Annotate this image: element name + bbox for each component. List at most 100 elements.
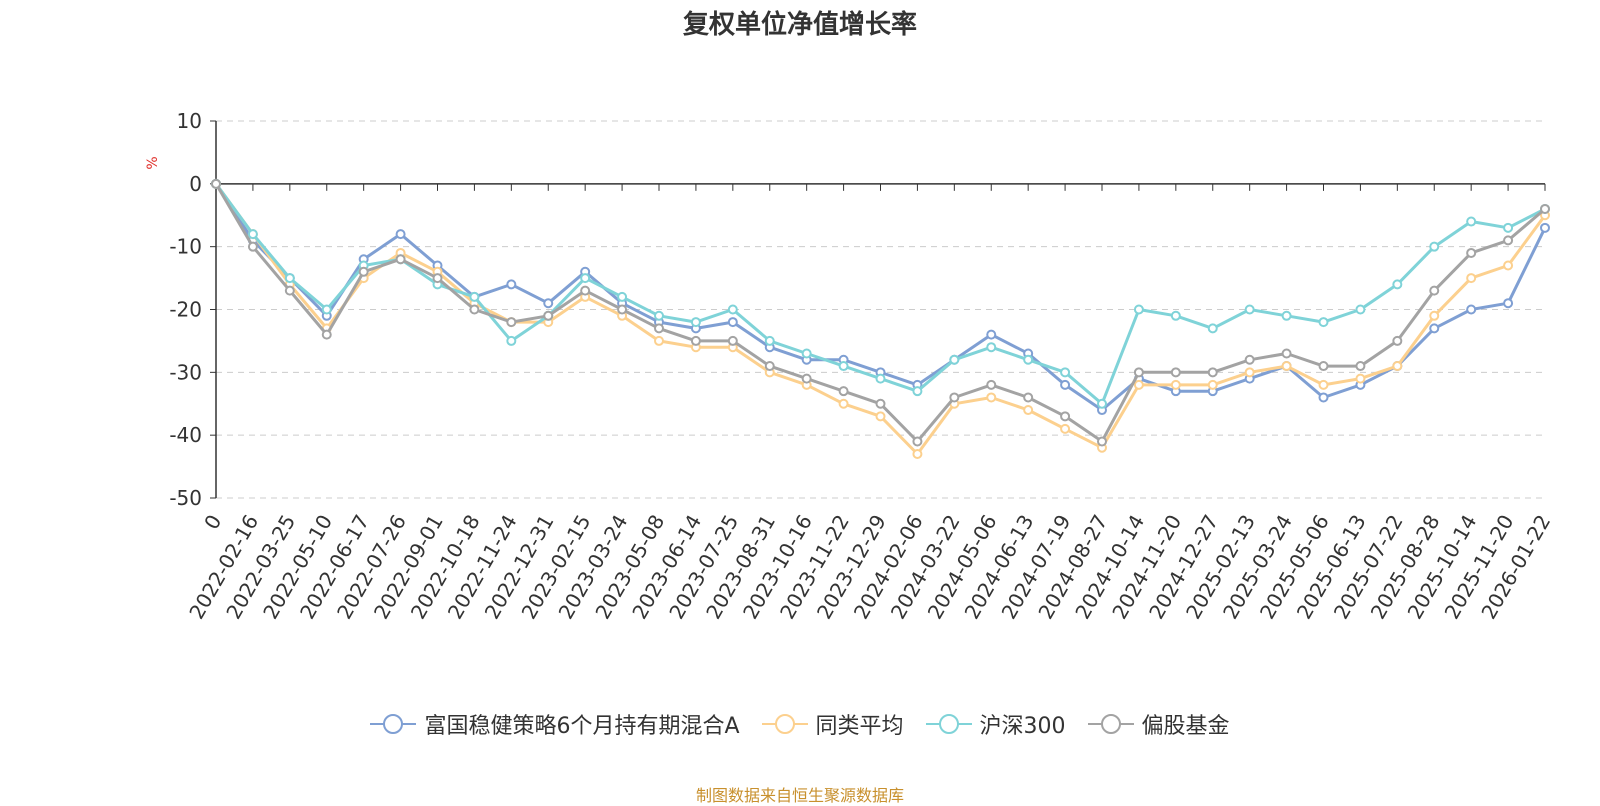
data-point-3 [1466, 247, 1477, 258]
data-point-3 [1429, 285, 1440, 296]
data-point-0 [1429, 323, 1440, 334]
y-tick-label: -30 [169, 360, 202, 384]
data-point-3 [211, 178, 221, 189]
data-point-2 [247, 229, 258, 240]
x-tick-label: 0 [199, 511, 226, 534]
data-point-3 [1023, 392, 1034, 403]
data-point-0 [506, 279, 517, 290]
data-point-2 [727, 304, 738, 315]
data-point-2 [1097, 398, 1107, 409]
legend: 富国稳健策略6个月持有期混合A 同类平均 沪深300 偏股基金 [0, 708, 1600, 740]
data-point-3 [1281, 348, 1292, 359]
data-point-3 [432, 273, 443, 284]
legend-peer-average-icon [761, 714, 808, 734]
data-point-3 [801, 373, 812, 384]
data-point-2 [1060, 367, 1071, 378]
y-tick-label: 0 [189, 172, 202, 196]
data-point-2 [949, 354, 960, 365]
data-point-3 [1207, 367, 1218, 378]
data-point-2 [617, 291, 628, 302]
data-point-1 [1207, 379, 1218, 390]
y-tick-label: -50 [169, 486, 202, 510]
data-point-0 [1503, 298, 1514, 309]
data-point-3 [1244, 354, 1255, 365]
data-point-3 [321, 329, 332, 340]
data-point-3 [1133, 367, 1144, 378]
data-point-2 [469, 291, 480, 302]
legend-item-csi300[interactable]: 沪深300 [925, 708, 1066, 740]
data-point-2 [1392, 279, 1403, 290]
legend-item-peer-average[interactable]: 同类平均 [761, 708, 904, 740]
data-point-2 [1318, 317, 1329, 328]
legend-label-fund: 富国稳健策略6个月持有期混合A [424, 714, 740, 739]
data-point-3 [395, 254, 406, 265]
data-point-1 [1355, 373, 1366, 384]
data-point-3 [358, 266, 369, 277]
y-tick-label: -20 [169, 298, 202, 322]
data-point-2 [1133, 304, 1144, 315]
data-point-2 [838, 361, 849, 372]
line-chart: 100-10-20-30-40-50%02022-02-162022-03-25… [145, 109, 1555, 623]
data-point-3 [1392, 335, 1403, 346]
y-tick-label: 10 [177, 109, 202, 133]
data-point-2 [1023, 354, 1034, 365]
data-point-2 [321, 304, 332, 315]
data-point-1 [1133, 379, 1144, 390]
data-point-1 [1503, 260, 1514, 271]
data-point-3 [617, 304, 628, 315]
data-point-3 [912, 436, 923, 447]
data-point-2 [580, 273, 591, 284]
data-point-1 [1392, 361, 1403, 372]
data-point-0 [1540, 222, 1550, 233]
data-point-2 [986, 342, 997, 353]
data-point-2 [284, 273, 295, 284]
data-point-3 [1318, 361, 1329, 372]
data-point-1 [838, 398, 849, 409]
data-point-3 [1355, 361, 1366, 372]
legend-fund-icon [370, 714, 417, 734]
data-point-1 [1170, 379, 1181, 390]
data-point-2 [690, 317, 701, 328]
legend-label-equity-fund: 偏股基金 [1141, 714, 1230, 739]
data-point-0 [986, 329, 997, 340]
legend-item-fund[interactable]: 富国稳健策略6个月持有期混合A [370, 708, 740, 740]
data-point-2 [1244, 304, 1255, 315]
data-point-3 [875, 398, 886, 409]
data-point-2 [1503, 222, 1514, 233]
data-point-3 [838, 386, 849, 397]
legend-item-equity-fund[interactable]: 偏股基金 [1087, 708, 1230, 740]
data-point-2 [764, 335, 775, 346]
y-tick-label: -10 [169, 235, 202, 259]
data-point-1 [912, 449, 923, 460]
legend-equity-fund-icon [1087, 714, 1134, 734]
data-point-3 [284, 285, 295, 296]
data-point-2 [1429, 241, 1440, 252]
legend-csi300-icon [925, 714, 972, 734]
data-point-3 [764, 361, 775, 372]
data-point-1 [654, 335, 664, 346]
y-tick-label: -40 [169, 423, 202, 447]
data-point-2 [1466, 216, 1477, 227]
data-point-3 [727, 335, 738, 346]
data-point-3 [949, 392, 960, 403]
data-point-3 [543, 310, 554, 321]
data-point-3 [986, 379, 997, 390]
data-point-3 [690, 335, 701, 346]
data-point-2 [1170, 310, 1181, 321]
data-point-2 [801, 348, 812, 359]
data-point-3 [506, 317, 517, 328]
data-point-2 [506, 335, 517, 346]
data-source-note: 制图数据来自恒生聚源数据库 [695, 786, 904, 805]
data-point-1 [986, 392, 997, 403]
data-point-3 [1540, 203, 1550, 214]
data-point-0 [395, 229, 406, 240]
data-point-3 [1170, 367, 1181, 378]
data-point-3 [1503, 235, 1514, 246]
data-point-2 [1207, 323, 1218, 334]
data-point-3 [1097, 436, 1107, 447]
chart-title: 复权单位净值增长率 [682, 10, 917, 40]
data-point-0 [543, 298, 554, 309]
data-point-1 [1060, 423, 1071, 434]
legend-label-peer-average: 同类平均 [815, 714, 904, 739]
data-point-0 [1466, 304, 1477, 315]
